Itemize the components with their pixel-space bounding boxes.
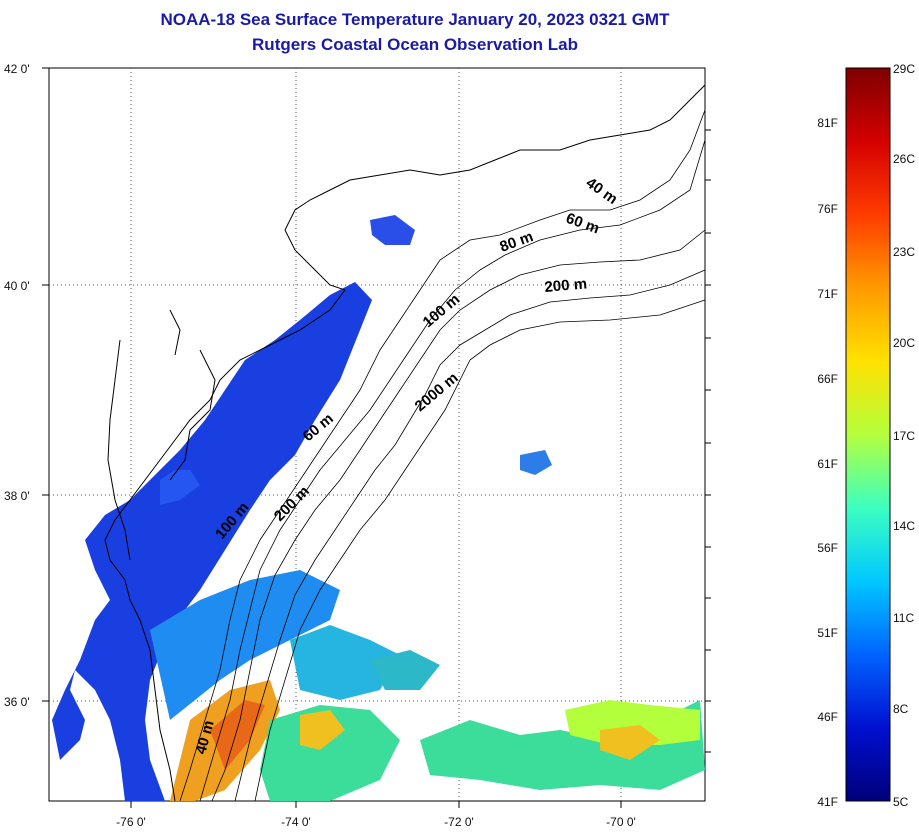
graticule xyxy=(49,68,705,801)
c-label: 5C xyxy=(893,795,909,809)
c-label: 20C xyxy=(893,336,915,350)
c-label: 8C xyxy=(893,702,909,716)
colorbar-scale xyxy=(845,67,891,802)
bathymetry-contours xyxy=(179,109,706,802)
lon-label: -72 0' xyxy=(444,815,474,829)
f-label: 81F xyxy=(817,116,838,130)
f-label: 71F xyxy=(817,287,838,301)
contour-40m xyxy=(179,109,706,802)
contour-200m xyxy=(234,269,706,802)
lon-labels: -76 0' -74 0' -72 0' -70 0' xyxy=(116,815,636,829)
mid-water-region xyxy=(260,705,400,801)
sst-field xyxy=(52,215,705,801)
c-label: 29C xyxy=(893,62,915,76)
lon-label: -76 0' xyxy=(116,815,146,829)
mid-water-east xyxy=(420,700,705,790)
c-label: 11C xyxy=(893,611,914,625)
cool-water-east xyxy=(290,625,400,700)
chart-subtitle: Rutgers Coastal Ocean Observation Lab xyxy=(252,35,578,54)
lat-label: 42 0' xyxy=(4,62,30,76)
f-label: 66F xyxy=(817,372,838,386)
lon-label: -74 0' xyxy=(281,815,311,829)
colorbar-f-labels: 81F 76F 71F 66F 61F 56F 51F 46F 41F xyxy=(817,116,838,809)
warm-water-east-core xyxy=(600,725,660,760)
chart-title: NOAA-18 Sea Surface Temperature January … xyxy=(160,10,670,29)
contour-label: 200 m xyxy=(544,275,588,296)
f-label: 56F xyxy=(817,541,838,555)
cold-water-region xyxy=(52,282,372,801)
contour-2000m xyxy=(254,299,706,802)
coastline-midatlantic xyxy=(104,289,346,802)
cold-water-patch xyxy=(160,470,200,505)
coastline xyxy=(104,84,706,802)
f-label: 41F xyxy=(817,795,838,809)
cool-water-patch xyxy=(370,650,440,690)
c-label: 14C xyxy=(893,519,915,533)
f-label: 46F xyxy=(817,710,838,724)
f-label: 51F xyxy=(817,626,838,640)
axis-ticks xyxy=(42,67,711,808)
warm-water-east xyxy=(565,700,700,745)
c-label: 26C xyxy=(893,152,915,166)
chesapeake-bay xyxy=(107,339,131,561)
delaware-bay xyxy=(169,349,216,481)
warm-water-eddy xyxy=(300,710,345,750)
lat-label: 38 0' xyxy=(4,489,30,503)
lat-label: 40 0' xyxy=(4,279,30,293)
lat-labels: 42 0' 40 0' 38 0' 36 0' xyxy=(4,62,30,709)
coastline-northeast xyxy=(284,84,706,291)
c-label: 23C xyxy=(893,245,915,259)
contour-80m xyxy=(211,229,706,802)
f-label: 61F xyxy=(817,457,838,471)
cool-water-region xyxy=(150,570,340,720)
contour-60m xyxy=(199,139,706,802)
warm-water-core xyxy=(210,700,265,770)
bay-inlet xyxy=(169,309,181,356)
lon-label: -70 0' xyxy=(606,815,636,829)
lat-label: 36 0' xyxy=(4,695,30,709)
offshore-patch xyxy=(520,450,552,475)
c-label: 17C xyxy=(893,429,915,443)
f-label: 76F xyxy=(817,202,838,216)
colorbar-c-labels: 29C 26C 23C 20C 17C 14C 11C 8C 5C xyxy=(893,62,915,809)
cold-water-patch-north xyxy=(370,215,415,245)
